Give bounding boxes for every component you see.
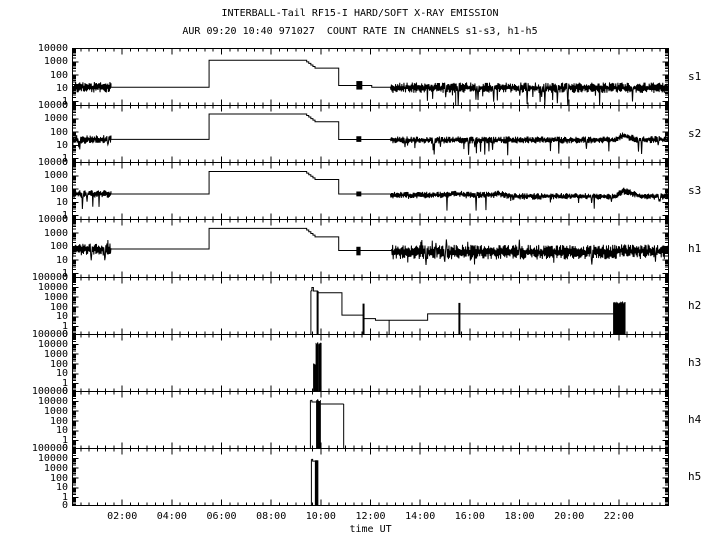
y-tick-label: 10000 [37,100,68,111]
y-tick-label: 1000 [43,113,68,125]
y-tick-label: 1 [61,153,68,164]
y-tick-label: 1 [61,492,68,504]
y-tick-label: 0 [61,500,68,511]
panel-label-h1: h1 [688,241,702,255]
y-tick-label: 0 [61,100,68,111]
x-tick-label: 16:00 [454,511,485,522]
y-tick-label: 10 [55,311,68,323]
y-tick-label: 0 [61,157,68,168]
y-tick-label: 100 [49,301,68,313]
x-tick-label: 20:00 [554,511,585,522]
panel-label-h2: h2 [688,299,702,312]
y-tick-label: 100000 [31,329,68,340]
y-tick-label: 10 [55,254,68,266]
x-tick-label: 10:00 [305,511,336,522]
panel-label-s3: s3 [688,184,702,197]
y-tick-label: 10000 [37,157,68,168]
x-tick-label: 06:00 [206,511,237,522]
y-tick-label: 1 [61,378,68,390]
y-tick-label: 10 [55,139,68,151]
y-tick-label: 1 [61,96,68,107]
y-tick-label: 1 [61,321,68,333]
x-axis-label: time UT [349,524,392,535]
panel-label-s2: s2 [688,127,702,140]
y-tick-label: 1 [61,268,68,279]
y-tick-label: 10 [55,368,68,380]
page-title: INTERBALL-Tail RF15-I HARD/SOFT X-RAY EM… [221,8,499,19]
y-tick-label: 10000 [37,395,68,407]
x-tick-label: 08:00 [256,511,287,522]
x-tick-label: 18:00 [504,511,535,522]
y-tick-label: 1000 [43,56,68,68]
x-tick-label: 02:00 [107,511,138,522]
panel-label-h3: h3 [688,356,702,369]
y-tick-label: 100 [49,183,68,195]
y-tick-label: 1 [61,435,68,447]
y-tick-label: 0 [61,272,68,283]
panel-label-h5: h5 [688,470,702,483]
y-tick-label: 1 [61,210,68,221]
x-tick-label: 22:00 [603,511,634,522]
x-tick-label: 12:00 [355,511,386,522]
y-tick-label: 0 [61,329,68,340]
panel-label-h4: h4 [688,413,702,426]
y-tick-label: 100000 [31,443,68,454]
y-tick-label: 1000 [43,291,68,303]
y-tick-label: 10 [55,425,68,437]
y-tick-label: 100000 [31,272,68,283]
y-tick-label: 100 [49,126,68,138]
y-tick-label: 100 [49,69,68,81]
y-tick-label: 10 [55,482,68,494]
y-tick-label: 10 [55,196,68,208]
y-tick-label: 1000 [43,348,68,360]
y-tick-label: 1000 [43,170,68,182]
y-tick-label: 0 [61,386,68,397]
x-tick-label: 14:00 [405,511,436,522]
x-tick-label: 04:00 [156,511,187,522]
y-tick-label: 1000 [43,405,68,417]
y-tick-label: 100000 [31,386,68,397]
y-tick-label: 1000 [43,462,68,474]
y-tick-label: 10000 [37,43,68,54]
y-tick-label: 100 [49,358,68,370]
y-tick-label: 1000 [43,227,68,239]
y-tick-label: 10000 [37,281,68,293]
y-tick-label: 0 [61,214,68,225]
y-tick-label: 10000 [37,452,68,464]
y-tick-label: 10 [55,82,68,94]
y-tick-label: 100 [49,415,68,427]
y-tick-label: 10000 [37,214,68,225]
y-tick-label: 100 [49,241,68,252]
panel-label-s1: s1 [688,70,702,83]
y-tick-label: 10000 [37,338,68,350]
y-tick-label: 0 [61,443,68,454]
y-tick-label: 100 [49,472,68,484]
page-subtitle: AUR 09:20 10:40 971027 COUNT RATE IN CHA… [182,26,538,37]
